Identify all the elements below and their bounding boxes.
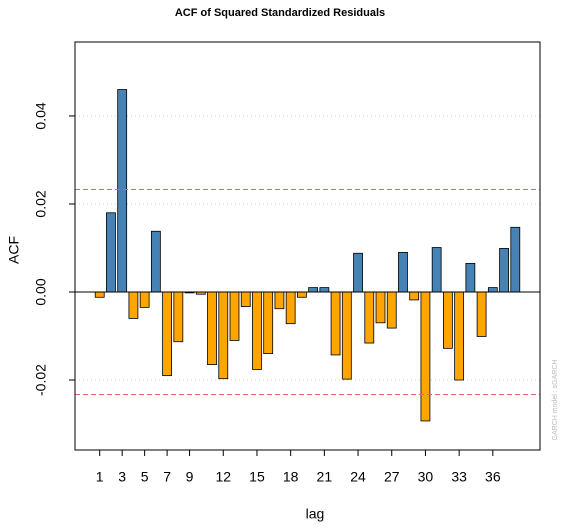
bar bbox=[510, 226, 521, 293]
bar bbox=[398, 251, 408, 293]
x-tick-label: 27 bbox=[384, 469, 400, 485]
bar bbox=[375, 291, 386, 324]
bar bbox=[476, 291, 487, 337]
y-tick-label: -0.02 bbox=[33, 364, 49, 396]
y-tick-label: 0.04 bbox=[33, 102, 49, 129]
x-tick-label: 18 bbox=[283, 469, 299, 485]
x-tick-label: 9 bbox=[186, 469, 194, 485]
bar bbox=[274, 291, 285, 310]
x-tick-label: 12 bbox=[215, 469, 231, 485]
bar bbox=[353, 252, 363, 293]
bar bbox=[499, 248, 509, 293]
x-tick-label: 30 bbox=[418, 469, 434, 485]
x-axis-title: lag bbox=[306, 506, 325, 522]
chart-title: ACF of Squared Standardized Residuals bbox=[175, 7, 385, 19]
bar bbox=[173, 291, 184, 343]
plot-frame bbox=[74, 41, 541, 451]
y-tick-label: 0.00 bbox=[33, 278, 49, 305]
x-tick-label: 36 bbox=[485, 469, 501, 485]
bar bbox=[150, 230, 161, 293]
y-axis-title: ACF bbox=[6, 236, 22, 264]
bar bbox=[218, 291, 229, 380]
bar bbox=[106, 212, 116, 293]
x-tick-label: 5 bbox=[141, 469, 149, 485]
x-tick-label: 7 bbox=[163, 469, 171, 485]
bar bbox=[162, 291, 172, 377]
bar bbox=[296, 291, 307, 298]
bar bbox=[386, 291, 397, 329]
bar bbox=[465, 262, 476, 293]
bar bbox=[207, 291, 217, 366]
x-tick-label: 24 bbox=[350, 469, 366, 485]
bar bbox=[240, 291, 251, 307]
bar bbox=[139, 291, 150, 308]
bar bbox=[128, 291, 139, 319]
x-tick-label: 3 bbox=[118, 469, 126, 485]
x-tick-label: 21 bbox=[317, 469, 333, 485]
bar bbox=[454, 291, 465, 381]
bar bbox=[420, 291, 431, 422]
bar bbox=[229, 291, 240, 341]
bar bbox=[409, 291, 420, 301]
x-tick-label: 15 bbox=[249, 469, 265, 485]
bar bbox=[443, 291, 453, 349]
bar bbox=[308, 287, 319, 293]
bar bbox=[285, 291, 296, 325]
bar bbox=[117, 89, 128, 293]
bar bbox=[252, 291, 262, 370]
bar bbox=[487, 287, 498, 293]
bar bbox=[319, 287, 330, 293]
bar bbox=[263, 291, 274, 355]
y-tick-label: 0.02 bbox=[33, 190, 49, 217]
bar bbox=[341, 291, 352, 380]
x-tick-label: 1 bbox=[96, 469, 104, 485]
side-note: GARCH model : sGARCH bbox=[552, 360, 559, 441]
bar bbox=[364, 291, 375, 344]
x-tick-label: 33 bbox=[451, 469, 467, 485]
bar bbox=[330, 291, 341, 356]
bar bbox=[431, 247, 442, 293]
bar bbox=[94, 291, 105, 298]
